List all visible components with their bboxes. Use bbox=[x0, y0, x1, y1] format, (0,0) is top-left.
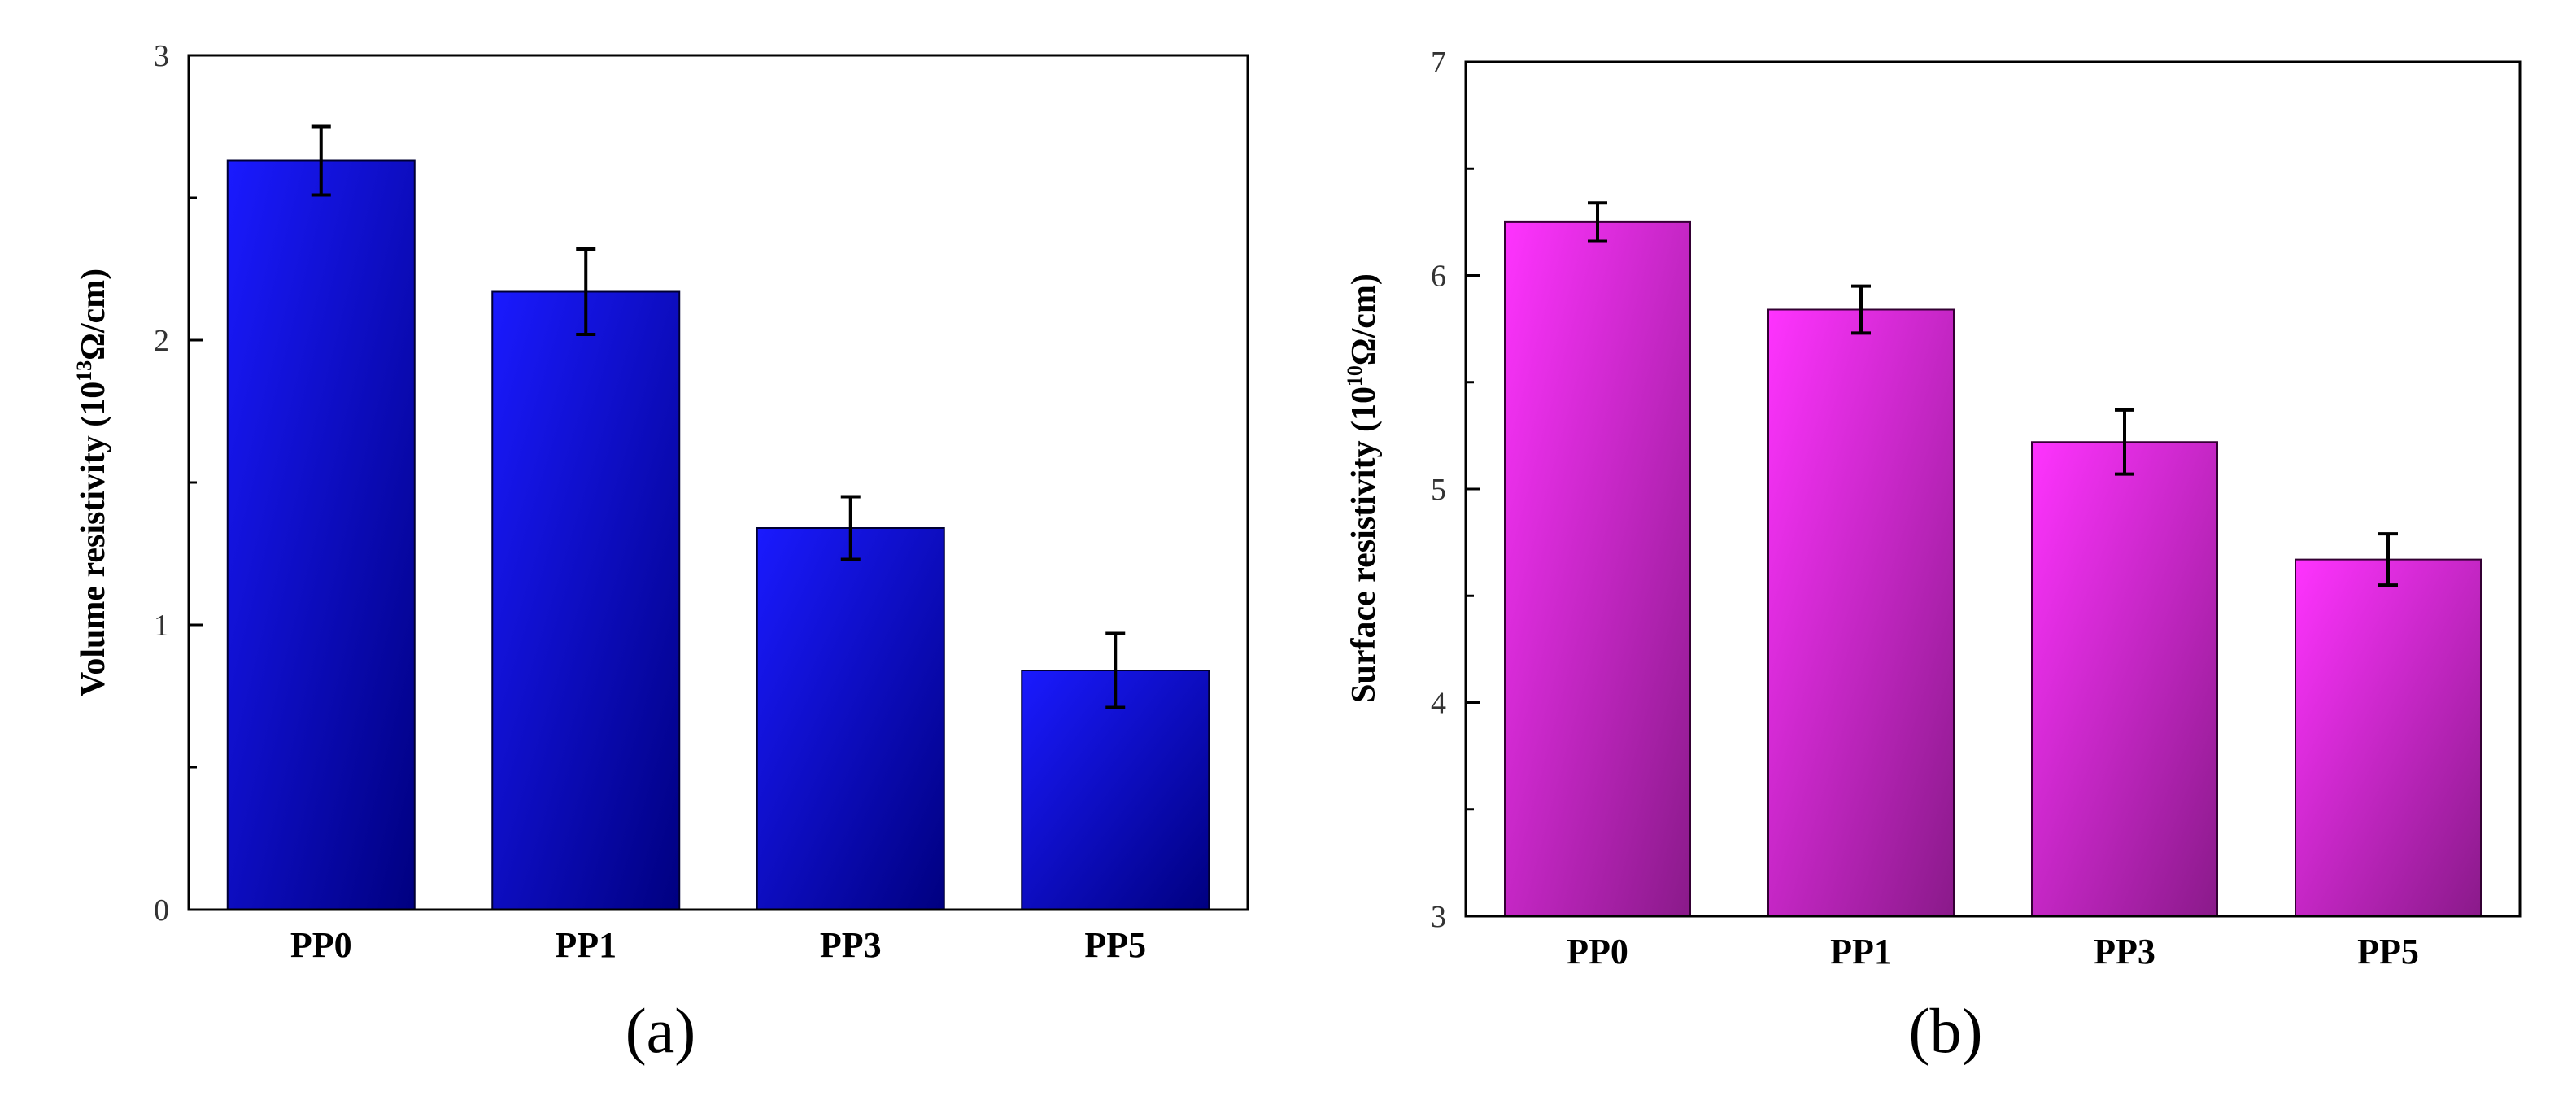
chart-a-bar-pp5 bbox=[1021, 670, 1210, 910]
chart-a-x-tick-label: PP3 bbox=[820, 925, 882, 965]
chart-b-y-ticks: 3 4 5 6 7 bbox=[1431, 46, 1480, 934]
chart-b-x-tick-labels: PP0 PP1 PP3 PP5 bbox=[1567, 932, 2419, 971]
chart-a-y-tick-label: 3 bbox=[154, 39, 169, 73]
chart-b-x-tick-label: PP3 bbox=[2094, 932, 2155, 971]
chart-b-y-tick-label: 3 bbox=[1431, 900, 1446, 934]
chart-b-x-tick-label: PP5 bbox=[2357, 932, 2419, 971]
chart-a-bars bbox=[226, 159, 1210, 910]
chart-b-error-bar-pp5 bbox=[2378, 532, 2398, 587]
chart-b-y-tick-label: 4 bbox=[1431, 687, 1446, 721]
chart-a-error-bar-pp3 bbox=[840, 495, 861, 561]
chart-b-y-tick-label: 7 bbox=[1431, 46, 1446, 80]
chart-b-bar-pp1 bbox=[1767, 308, 1955, 917]
chart-b-bar-pp3 bbox=[2031, 441, 2218, 917]
chart-a-y-tick-label: 2 bbox=[154, 324, 169, 358]
chart-a-x-tick-label: PP0 bbox=[290, 925, 352, 965]
chart-b-bars bbox=[1504, 220, 2482, 917]
chart-a-bar-pp3 bbox=[756, 527, 945, 910]
chart-a-y-tick-label: 1 bbox=[154, 609, 169, 643]
chart-a-y-axis-label: Volume resistivity (1013Ω/cm) bbox=[72, 269, 112, 696]
chart-a-x-tick-label: PP1 bbox=[555, 925, 617, 965]
chart-a-x-tick-label: PP5 bbox=[1084, 925, 1146, 965]
chart-a-y-tick-label: 0 bbox=[154, 893, 169, 928]
chart-b-x-tick-label: PP0 bbox=[1567, 932, 1628, 971]
chart-a-bar-pp1 bbox=[491, 290, 681, 910]
chart-a-error-bar-pp0 bbox=[311, 124, 331, 197]
chart-b-x-tick-label: PP1 bbox=[1830, 932, 1892, 971]
chart-b-error-bar-pp3 bbox=[2115, 408, 2134, 476]
chart-b-y-tick-label: 5 bbox=[1431, 473, 1446, 507]
chart-b-bar-pp5 bbox=[2295, 558, 2482, 917]
chart-a-y-ticks: 0 1 2 3 bbox=[154, 39, 203, 928]
chart-b-panel-label: (b) bbox=[1909, 995, 1983, 1066]
chart-a-x-tick-labels: PP0 PP1 PP3 PP5 bbox=[290, 925, 1146, 965]
chart-b: 3 4 5 6 7 PP0 PP1 PP3 PP5 Surface resistivity (… bbox=[1343, 46, 2522, 1066]
chart-a-error-bar-pp5 bbox=[1105, 631, 1126, 709]
chart-b-error-bar-pp0 bbox=[1588, 201, 1607, 243]
chart-b-error-bars bbox=[1588, 201, 2398, 587]
chart-a-error-bars bbox=[311, 124, 1126, 709]
chart-a-bar-pp0 bbox=[226, 159, 416, 910]
chart-b-y-tick-label: 6 bbox=[1431, 260, 1446, 294]
chart-b-y-axis-label: Surface resistivity (1010Ω/cm) bbox=[1343, 273, 1383, 703]
chart-b-bar-pp0 bbox=[1504, 220, 1691, 917]
chart-a: 0 1 2 3 PP0 PP1 PP3 PP5 Volume resistivity (10… bbox=[72, 39, 1249, 1066]
chart-a-panel-label: (a) bbox=[625, 995, 696, 1066]
chart-b-error-bar-pp1 bbox=[1851, 284, 1871, 335]
chart-a-error-bar-pp1 bbox=[576, 247, 596, 336]
